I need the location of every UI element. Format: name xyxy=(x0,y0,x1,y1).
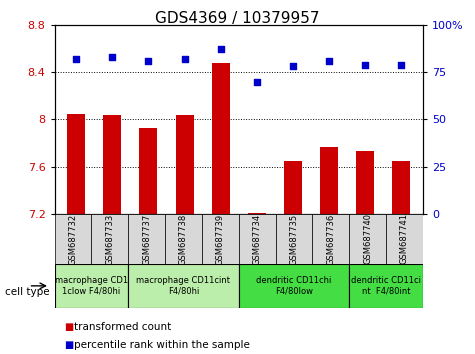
Point xyxy=(397,62,405,67)
Bar xyxy=(212,63,230,214)
Text: percentile rank within the sample: percentile rank within the sample xyxy=(74,340,249,350)
Text: GSM687741: GSM687741 xyxy=(400,213,409,264)
Text: GSM687733: GSM687733 xyxy=(105,213,114,264)
Text: macrophage CD1
1clow F4/80hi: macrophage CD1 1clow F4/80hi xyxy=(55,276,128,296)
Bar xyxy=(55,214,91,264)
Bar xyxy=(349,214,386,264)
Point xyxy=(289,64,296,69)
Bar xyxy=(238,264,349,308)
Bar xyxy=(247,213,266,214)
Bar xyxy=(238,214,276,264)
Point xyxy=(361,62,369,67)
Text: GSM687740: GSM687740 xyxy=(363,213,372,264)
Point xyxy=(253,79,260,84)
Bar xyxy=(67,114,86,214)
Point xyxy=(181,56,189,62)
Text: GSM687736: GSM687736 xyxy=(326,213,335,264)
Bar xyxy=(392,161,410,214)
Text: transformed count: transformed count xyxy=(74,322,171,332)
Text: GSM687737: GSM687737 xyxy=(142,213,151,264)
Bar xyxy=(104,115,122,214)
Text: cell type: cell type xyxy=(5,287,49,297)
Text: GSM687739: GSM687739 xyxy=(216,213,225,264)
Point xyxy=(109,54,116,60)
Text: dendritic CD11ci
nt  F4/80int: dendritic CD11ci nt F4/80int xyxy=(351,276,421,296)
Bar xyxy=(128,214,165,264)
Bar xyxy=(356,152,374,214)
Text: GSM687738: GSM687738 xyxy=(179,213,188,264)
Text: ■: ■ xyxy=(64,322,73,332)
Text: GSM687734: GSM687734 xyxy=(253,213,262,264)
Bar xyxy=(320,147,338,214)
Bar xyxy=(91,214,128,264)
Bar xyxy=(165,214,202,264)
Text: GSM687732: GSM687732 xyxy=(68,213,77,264)
Bar xyxy=(140,128,158,214)
Text: GDS4369 / 10379957: GDS4369 / 10379957 xyxy=(155,11,320,25)
Bar xyxy=(386,214,423,264)
Bar xyxy=(128,264,238,308)
Point xyxy=(145,58,152,64)
Bar xyxy=(202,214,238,264)
Bar xyxy=(55,264,128,308)
Bar xyxy=(284,161,302,214)
Bar xyxy=(313,214,349,264)
Bar xyxy=(176,115,194,214)
Point xyxy=(73,56,80,62)
Text: ■: ■ xyxy=(64,340,73,350)
Text: dendritic CD11chi
F4/80low: dendritic CD11chi F4/80low xyxy=(256,276,332,296)
Bar xyxy=(349,264,423,308)
Text: macrophage CD11cint
F4/80hi: macrophage CD11cint F4/80hi xyxy=(136,276,230,296)
Bar xyxy=(276,214,313,264)
Point xyxy=(217,47,225,52)
Text: GSM687735: GSM687735 xyxy=(289,213,298,264)
Point xyxy=(325,58,332,64)
